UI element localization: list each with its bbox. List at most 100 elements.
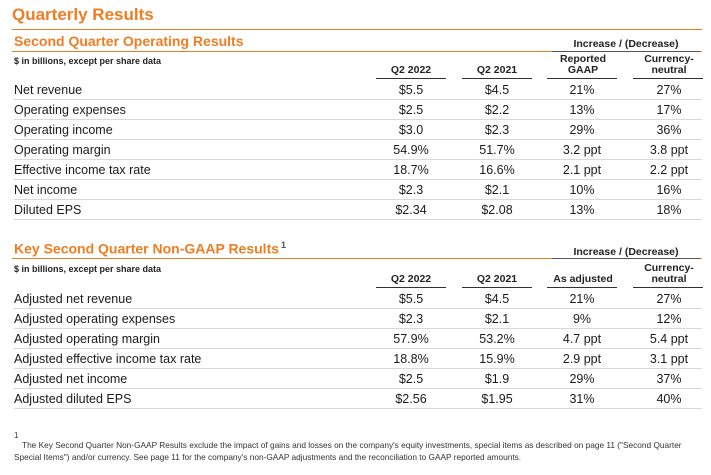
cell-currency-neutral: 12% (656, 312, 682, 326)
cell-q2-2021: 53.2% (479, 332, 515, 346)
table-row: Adjusted diluted EPS $2.56 $1.95 31% 40% (14, 389, 702, 409)
cell-reported-gaap: 13% (569, 103, 595, 117)
cell-q2-2022: $5.5 (398, 83, 424, 97)
cell-q2-2022: $2.34 (395, 203, 427, 217)
table-row: Operating expenses $2.5 $2.2 13% 17% (14, 100, 702, 120)
cell-q2-2022: $3.0 (398, 123, 424, 137)
cell-reported-gaap: 29% (569, 123, 595, 137)
cell-q2-2022: 54.9% (393, 143, 429, 157)
cell-q2-2021: 15.9% (479, 352, 515, 366)
cell-currency-neutral: 3.8 ppt (649, 143, 689, 157)
col-rule (547, 78, 617, 79)
row-label: Adjusted operating margin (14, 332, 160, 346)
cell-q2-2022: $2.3 (398, 312, 424, 326)
row-divider (14, 179, 702, 180)
cell-q2-2022: 18.7% (393, 163, 429, 177)
cell-reported-gaap: 13% (569, 203, 595, 217)
cell-currency-neutral: 36% (656, 123, 682, 137)
section2-title-rule (12, 258, 702, 259)
section2-group-header: Increase / (Decrease) (573, 246, 679, 258)
footnote-text: The Key Second Quarter Non-GAAP Results … (14, 440, 682, 462)
row-label: Adjusted diluted EPS (14, 392, 132, 406)
footnote: The Key Second Quarter Non-GAAP Results … (14, 440, 704, 463)
row-divider (14, 99, 702, 100)
row-divider (14, 408, 702, 409)
section2-title: Key Second Quarter Non-GAAP Results 1 (14, 240, 286, 257)
section1-group-header: Increase / (Decrease) (573, 38, 679, 50)
cell-q2-2022: 18.8% (393, 352, 429, 366)
section2-units: $ in billions, except per share data (14, 264, 162, 274)
cell-reported-gaap: 2.1 ppt (562, 163, 602, 177)
cell-currency-neutral: 27% (656, 83, 682, 97)
cell-currency-neutral: 18% (656, 203, 682, 217)
section2-title-text: Key Second Quarter Non-GAAP Results (14, 240, 280, 257)
row-divider (14, 199, 702, 200)
row-label: Adjusted net revenue (14, 292, 133, 306)
row-label: Adjusted net income (14, 372, 128, 386)
cell-currency-neutral: 40% (656, 392, 682, 406)
cell-currency-neutral: 5.4 ppt (649, 332, 689, 346)
row-divider (14, 368, 702, 369)
cell-q2-2021: $2.1 (484, 312, 510, 326)
table-row: Net revenue $5.5 $4.5 21% 27% (14, 80, 702, 100)
footnote-ref: 1 (281, 240, 287, 250)
section1-group-rule (552, 51, 700, 52)
row-label: Net income (14, 183, 78, 197)
footnote-mark: 1 (14, 431, 19, 440)
cell-as-adjusted: 2.9 ppt (562, 352, 602, 366)
cell-as-adjusted: 21% (569, 292, 595, 306)
cell-q2-2022: 57.9% (393, 332, 429, 346)
cell-reported-gaap: 10% (569, 183, 595, 197)
row-label: Diluted EPS (14, 203, 82, 217)
row-label: Net revenue (14, 83, 83, 97)
section1-col-reported-gaap: Reported GAAP (559, 53, 607, 76)
cell-q2-2022: $5.5 (398, 292, 424, 306)
row-divider (14, 159, 702, 160)
cell-q2-2021: $1.9 (484, 372, 510, 386)
row-label: Effective income tax rate (14, 163, 151, 177)
section1-title: Second Quarter Operating Results (14, 33, 244, 49)
row-divider (14, 308, 702, 309)
cell-q2-2022: $2.5 (398, 103, 424, 117)
table-row: Operating income $3.0 $2.3 29% 36% (14, 120, 702, 140)
row-divider (14, 328, 702, 329)
cell-q2-2021: $2.1 (484, 183, 510, 197)
table-row: Adjusted operating expenses $2.3 $2.1 9% 12% (14, 309, 702, 329)
row-divider (14, 139, 702, 140)
col-rule (462, 287, 532, 288)
cell-q2-2021: $4.5 (484, 292, 510, 306)
section1-title-rule (12, 51, 702, 52)
cell-q2-2021: 51.7% (479, 143, 515, 157)
row-divider (14, 388, 702, 389)
cell-as-adjusted: 4.7 ppt (562, 332, 602, 346)
table-row: Adjusted operating margin 57.9% 53.2% 4.7 p… (14, 329, 702, 349)
section2-col-currency-neutral: Currency-neutral (644, 262, 694, 285)
cell-q2-2021: $1.95 (481, 392, 513, 406)
section1-col-q2-2021: Q2 2021 (476, 64, 518, 76)
col-rule (376, 78, 446, 79)
cell-currency-neutral: 16% (656, 183, 682, 197)
cell-q2-2021: 16.6% (479, 163, 515, 177)
row-label: Adjusted operating expenses (14, 312, 176, 326)
cell-currency-neutral: 2.2 ppt (649, 163, 689, 177)
cell-as-adjusted: 29% (569, 372, 595, 386)
cell-currency-neutral: 17% (656, 103, 682, 117)
section2-col-q2-2022: Q2 2022 (390, 273, 432, 285)
section1-units: $ in billions, except per share data (14, 56, 162, 66)
cell-currency-neutral: 3.1 ppt (649, 352, 689, 366)
row-divider (14, 219, 702, 220)
title-rule (12, 29, 702, 30)
row-label: Adjusted effective income tax rate (14, 352, 202, 366)
cell-as-adjusted: 9% (572, 312, 592, 326)
cell-q2-2022: $2.56 (395, 392, 427, 406)
cell-q2-2021: $2.2 (484, 103, 510, 117)
table-row: Net income $2.3 $2.1 10% 16% (14, 180, 702, 200)
row-divider (14, 119, 702, 120)
cell-q2-2022: $2.3 (398, 183, 424, 197)
table-row: Effective income tax rate 18.7% 16.6% 2.1 p… (14, 160, 702, 180)
row-label: Operating expenses (14, 103, 126, 117)
col-rule (376, 287, 446, 288)
row-label: Operating margin (14, 143, 111, 157)
row-label: Operating income (14, 123, 113, 137)
table-row: Operating margin 54.9% 51.7% 3.2 ppt 3.8 ppt (14, 140, 702, 160)
